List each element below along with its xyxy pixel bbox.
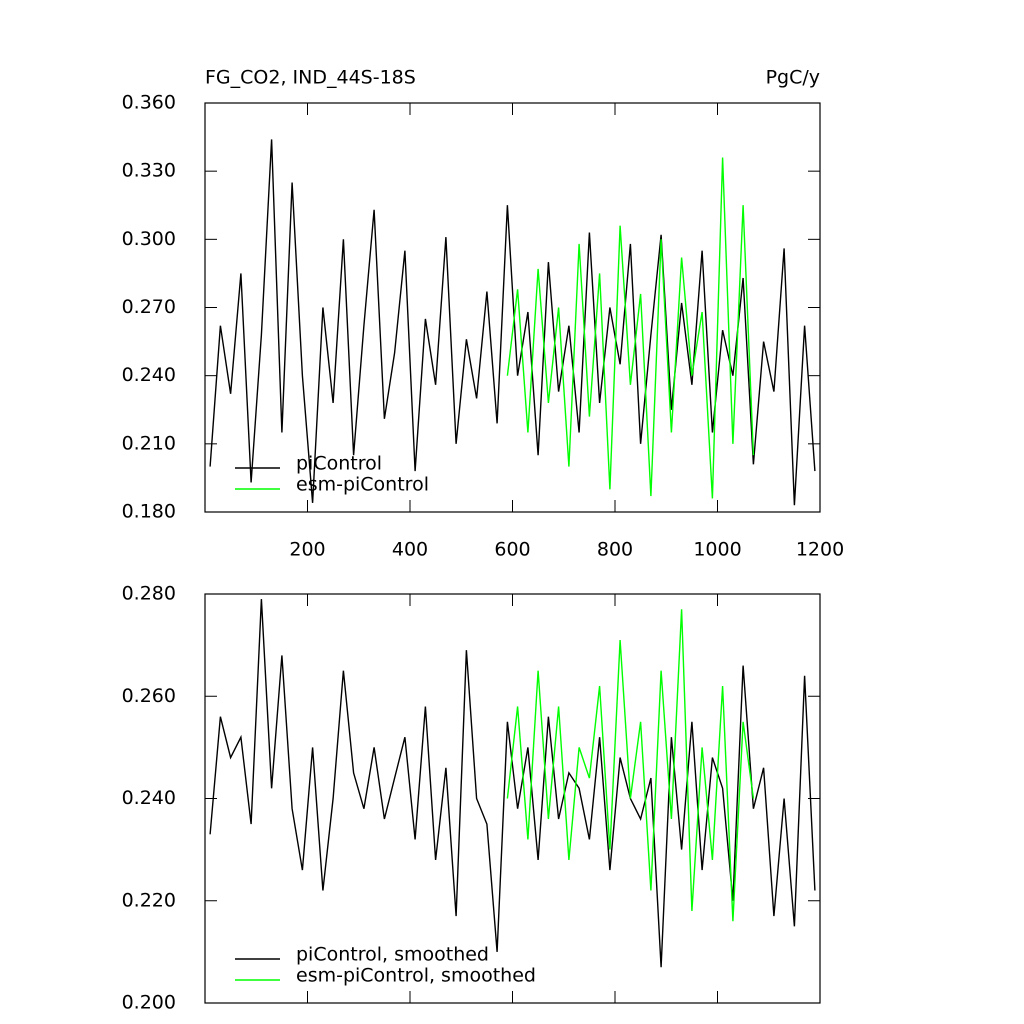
y-tick-label: 0.200 (122, 992, 176, 1014)
y-tick-label: 0.220 (122, 889, 176, 911)
x-tick-label: 200 (289, 539, 325, 561)
x-tick-label: 1200 (796, 539, 844, 561)
legend-label: piControl, smoothed (296, 944, 489, 966)
y-tick-label: 0.260 (122, 685, 176, 707)
units-label: PgC/y (766, 67, 820, 89)
y-tick-label: 0.330 (122, 160, 176, 182)
y-tick-label: 0.300 (122, 228, 176, 250)
chart-title: FG_CO2, IND_44S-18S (205, 67, 416, 89)
x-tick-label: 600 (494, 539, 530, 561)
series-line (209, 599, 816, 968)
y-tick-label: 0.240 (122, 787, 176, 809)
plot-frame (204, 102, 821, 513)
y-tick-label: 0.180 (122, 501, 176, 523)
x-tick-label: 800 (597, 539, 633, 561)
series-line (506, 157, 755, 499)
legend-label: esm-piControl, smoothed (296, 965, 536, 987)
series-line (506, 609, 755, 922)
legend-label: piControl (296, 453, 382, 475)
series-line (209, 139, 816, 506)
y-tick-label: 0.270 (122, 296, 176, 318)
x-tick-label: 1000 (693, 539, 741, 561)
y-tick-label: 0.280 (122, 583, 176, 605)
plot-frame (204, 593, 821, 1004)
y-tick-label: 0.360 (122, 92, 176, 114)
y-tick-label: 0.240 (122, 364, 176, 386)
x-tick-label: 400 (392, 539, 428, 561)
y-tick-label: 0.210 (122, 432, 176, 454)
legend-label: esm-piControl (296, 474, 429, 496)
